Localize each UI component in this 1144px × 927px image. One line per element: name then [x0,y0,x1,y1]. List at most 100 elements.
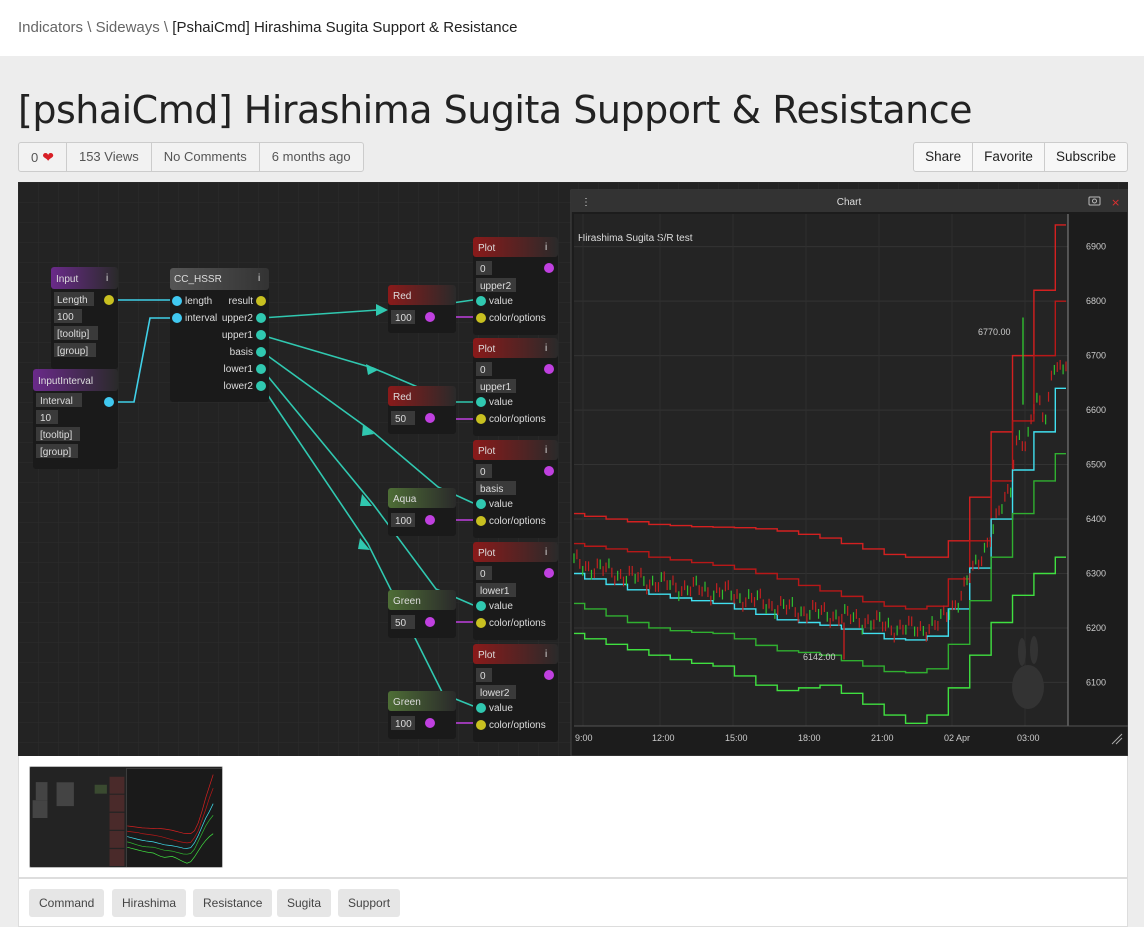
input-port[interactable] [476,601,486,611]
color-node-value[interactable]: 100 [395,516,412,527]
interval-group-field[interactable]: [group] [40,447,71,458]
input-port[interactable] [476,397,486,407]
plot-node[interactable]: Plot i 0 upper1 value color/options [473,338,558,436]
output-port[interactable] [256,296,266,306]
high-annotation: 6770.00 [978,327,1011,337]
interval-name-field[interactable]: Interval [40,396,73,407]
output-port[interactable] [104,397,114,407]
input-port[interactable] [476,296,486,306]
output-port[interactable] [425,617,435,627]
output-port[interactable] [425,718,435,728]
tag-hirashima[interactable]: Hirashima [112,889,187,917]
color-node-value[interactable]: 50 [395,414,407,425]
hssr-node[interactable]: CC_HSSR i length interval result upper2 … [170,268,269,402]
favorite-button[interactable]: Favorite [973,143,1045,171]
close-icon[interactable]: × [1111,196,1120,209]
info-icon[interactable]: i [545,649,547,660]
views-count: 153 Views [67,143,152,171]
output-port[interactable] [425,413,435,423]
input-port[interactable] [476,618,486,628]
plot-node[interactable]: Plot i 0 upper2 value color/options [473,237,558,335]
plot-index-field[interactable]: 0 [480,264,486,275]
input-interval-node[interactable]: InputInterval Interval 10 [tooltip] [gro… [33,369,118,469]
input-port[interactable] [544,568,554,578]
input-tooltip-field[interactable]: [tooltip] [57,329,89,340]
input-port[interactable] [544,263,554,273]
resize-handle-icon[interactable] [1111,733,1123,745]
output-port[interactable] [256,330,266,340]
chart-window[interactable]: ⋮ Chart × Hirashima Sugita S/R test 6100… [570,189,1128,756]
tag-command[interactable]: Command [29,889,105,917]
plot-node[interactable]: Plot i 0 lower2 value color/options [473,644,558,742]
color-node-value[interactable]: 100 [395,719,412,730]
plot-index-field[interactable]: 0 [480,467,486,478]
thumbnail-image[interactable] [29,766,223,868]
plot-index-field[interactable]: 0 [480,671,486,682]
plot-name-field[interactable]: upper2 [480,281,512,292]
input-port[interactable] [476,516,486,526]
breadcrumb-indicators[interactable]: Indicators [18,19,84,36]
input-node[interactable]: Input i Length 100 [tooltip] [group] [51,267,118,369]
input-port[interactable] [544,364,554,374]
input-port[interactable] [476,499,486,509]
info-icon[interactable]: i [106,273,108,284]
chart-series-line [574,224,1066,558]
plot-index-field[interactable]: 0 [480,365,486,376]
likes[interactable]: 0 ❤ [19,143,67,171]
input-port[interactable] [476,313,486,323]
input-group-field[interactable]: [group] [57,346,88,357]
plot-name-field[interactable]: upper1 [480,382,512,393]
color-node[interactable]: Red 50 [388,386,456,434]
color-node[interactable]: Green 100 [388,691,456,739]
info-icon[interactable]: i [545,343,547,354]
tag-support[interactable]: Support [338,889,401,917]
output-port[interactable] [104,295,114,305]
info-icon[interactable]: i [545,547,547,558]
plot-node[interactable]: Plot i 0 basis value color/options [473,440,558,538]
color-node[interactable]: Green 50 [388,590,456,638]
input-port[interactable] [476,414,486,424]
input-port[interactable] [544,670,554,680]
plot-index-field[interactable]: 0 [480,569,486,580]
output-port[interactable] [256,347,266,357]
hssr-node-title: CC_HSSR [174,274,222,285]
chart-menu-icon[interactable]: ⋮ [581,197,591,208]
output-port[interactable] [425,312,435,322]
interval-value-field[interactable]: 10 [40,413,52,424]
breadcrumb-sideways[interactable]: Sideways [95,19,160,36]
heart-icon[interactable]: ❤ [42,149,54,165]
info-icon[interactable]: i [258,273,260,284]
color-node[interactable]: Aqua 100 [388,488,456,536]
indicator-canvas[interactable]: Input i Length 100 [tooltip] [group] Inp… [18,182,1128,756]
output-port[interactable] [425,515,435,525]
plot-name-field[interactable]: lower1 [480,586,510,597]
input-value-field[interactable]: 100 [57,312,74,323]
share-button[interactable]: Share [914,143,974,171]
input-name-field[interactable]: Length [57,295,88,306]
plot-node[interactable]: Plot i 0 lower1 value color/options [473,542,558,640]
output-port[interactable] [256,381,266,391]
input-port[interactable] [544,466,554,476]
color-node-value[interactable]: 50 [395,618,407,629]
interval-tooltip-field[interactable]: [tooltip] [40,430,72,441]
port-label: value [489,703,513,714]
comments-count[interactable]: No Comments [152,143,260,171]
subscribe-button[interactable]: Subscribe [1055,149,1116,164]
page-title: [pshaiCmd] Hirashima Sugita Support & Re… [18,88,973,132]
tag-resistance[interactable]: Resistance [193,889,273,917]
output-port[interactable] [256,313,266,323]
input-port[interactable] [476,720,486,730]
camera-icon[interactable] [1088,196,1101,206]
plot-name-field[interactable]: basis [480,484,503,495]
input-port[interactable] [172,313,182,323]
color-node[interactable]: Red 100 [388,285,456,333]
color-node-value[interactable]: 100 [395,313,412,324]
info-icon[interactable]: i [545,242,547,253]
output-port[interactable] [256,364,266,374]
tag-sugita[interactable]: Sugita [277,889,332,917]
plot-name-field[interactable]: lower2 [480,688,510,699]
info-icon[interactable]: i [545,445,547,456]
input-port[interactable] [172,296,182,306]
rabbit-watermark-icon [1012,636,1044,709]
input-port[interactable] [476,703,486,713]
